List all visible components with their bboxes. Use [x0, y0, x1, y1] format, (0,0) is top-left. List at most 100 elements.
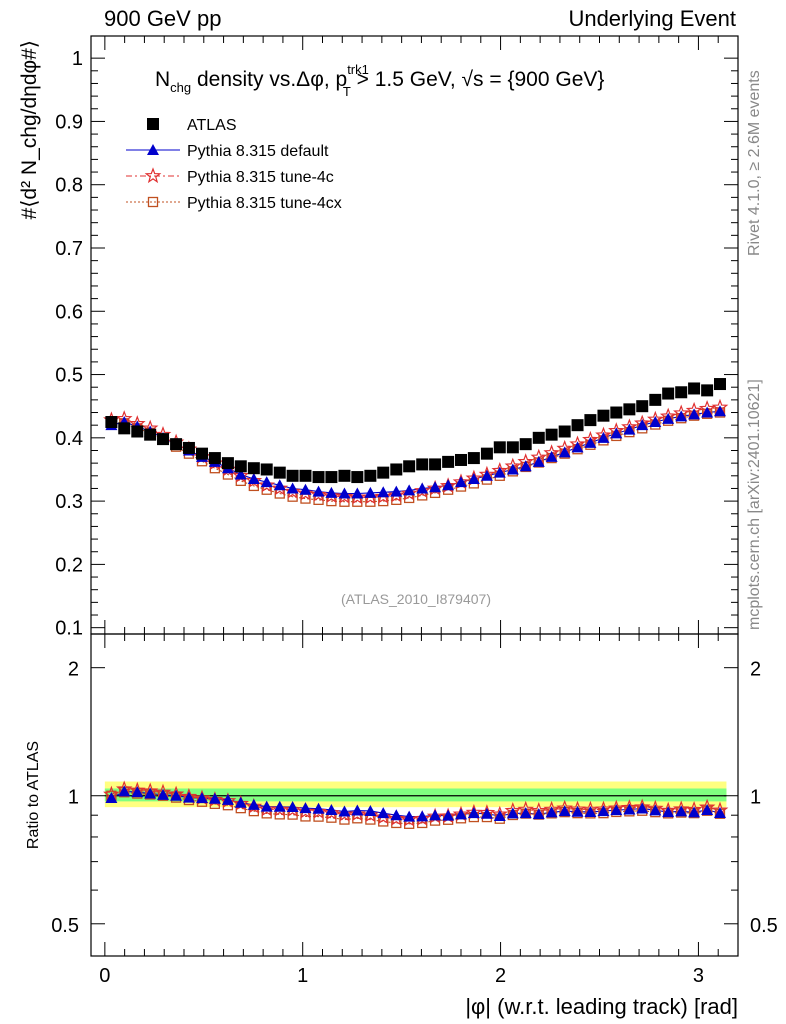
main-point-atlas [467, 452, 480, 465]
ratio-point-pythia-8-315-default [118, 785, 131, 797]
ratio-point-pythia-8-315-default [364, 804, 377, 816]
main-point-pythia-8-315-default [688, 408, 701, 420]
main-point-atlas [234, 460, 247, 473]
main-point-pythia-8-315-tune-4c [387, 486, 405, 503]
ratio-point-pythia-8-315-tune-4c [310, 802, 327, 819]
legend-label-pythia-8-315-default: Pythia 8.315 default [187, 143, 329, 160]
x-tick-label: 0 [99, 965, 110, 987]
ratio-point-pythia-8-315-default [429, 809, 442, 821]
x-tick-label: 1 [297, 965, 308, 987]
legend-label-atlas: ATLAS [187, 117, 237, 134]
ratio-point-pythia-8-315-default [325, 803, 338, 815]
ratio-point-pythia-8-315-default [157, 788, 170, 800]
ratio-y-tick-label-right: 0.5 [750, 915, 778, 937]
ratio-y-tick-label-right: 1 [750, 787, 761, 809]
main-point-pythia-8-315-default [584, 436, 597, 448]
ratio-point-pythia-8-315-default [182, 791, 195, 803]
main-point-pythia-8-315-default [247, 472, 260, 484]
main-point-pythia-8-315-tune-4c [362, 488, 379, 505]
main-point-atlas [377, 466, 390, 479]
main-point-pythia-8-315-default [299, 483, 312, 495]
ratio-point-pythia-8-315-default [234, 796, 247, 808]
main-line-pythia-8-315-tune-4c [111, 406, 721, 498]
main-point-pythia-8-315-default [493, 466, 506, 478]
main-point-pythia-8-315-tune-4c [297, 484, 314, 501]
main-point-atlas [286, 469, 299, 482]
main-point-pythia-8-315-default [532, 455, 545, 467]
ratio-point-pythia-8-315-tune-4c [284, 801, 301, 817]
main-point-atlas [442, 455, 455, 468]
main-point-pythia-8-315-default [467, 472, 480, 484]
main-point-pythia-8-315-tune-4c [271, 479, 289, 496]
ratio-point-pythia-8-315-default [403, 810, 416, 822]
ratio-point-pythia-8-315-default [545, 806, 558, 818]
ratio-point-pythia-8-315-default [260, 800, 273, 812]
main-y-tick-label: 0.3 [55, 491, 83, 513]
main-point-pythia-8-315-default [713, 405, 726, 417]
main-point-atlas [208, 452, 221, 465]
main-point-pythia-8-315-default [260, 476, 273, 488]
ratio-point-pythia-8-315-default [208, 792, 221, 804]
ratio-inner-band [104, 788, 727, 802]
main-point-pythia-8-315-default [234, 468, 247, 480]
main-point-pythia-8-315-default [377, 486, 390, 498]
legend-marker-pythia-8-315-default [147, 144, 159, 155]
main-point-atlas [170, 438, 183, 451]
main-point-pythia-8-315-tune-4c [284, 482, 301, 499]
ratio-y-axis-label: Ratio to ATLAS [25, 741, 42, 849]
main-point-atlas [403, 460, 416, 473]
ratio-point-pythia-8-315-default [584, 805, 597, 817]
main-point-pythia-8-315-default [649, 416, 662, 428]
ratio-plot-frame [90, 633, 739, 957]
main-point-pythia-8-315-default [662, 412, 675, 424]
ratio-y-tick-label: 2 [68, 659, 79, 681]
main-point-atlas [610, 406, 623, 419]
ratio-point-pythia-8-315-default [688, 806, 701, 818]
ratio-point-pythia-8-315-tune-4c [374, 808, 392, 825]
ratio-point-pythia-8-315-tune-4c [413, 809, 431, 826]
main-point-pythia-8-315-default [325, 486, 338, 498]
ratio-point-pythia-8-315-tune-4c [323, 804, 340, 820]
main-point-pythia-8-315-default [442, 479, 455, 491]
main-point-atlas [325, 471, 338, 484]
ratio-point-pythia-8-315-default [442, 809, 455, 821]
main-point-atlas [131, 425, 144, 438]
legend-marker-pythia-8-315-tune-4c [144, 167, 162, 184]
x-tick-label: 2 [495, 965, 506, 987]
x-tick-label: 3 [693, 965, 704, 987]
main-y-axis-label: #⟨d² N_chg/dηdφ#⟩ [18, 40, 41, 219]
ratio-point-pythia-8-315-default [467, 807, 480, 819]
ratio-point-pythia-8-315-default [131, 786, 144, 798]
main-point-atlas [260, 463, 273, 476]
ratio-point-pythia-8-315-default [480, 807, 493, 819]
ratio-point-pythia-8-315-default [170, 789, 183, 801]
ratio-point-pythia-8-315-default [416, 810, 429, 822]
legend-marker-pythia-8-315-tune-4cx [147, 196, 159, 208]
main-point-pythia-8-315-default [597, 431, 610, 443]
ratio-point-pythia-8-315-default [247, 798, 260, 810]
ratio-y-tick-label-right: 2 [750, 659, 761, 681]
main-point-pythia-8-315-tune-4c [258, 476, 276, 493]
main-y-tick-label: 0.8 [55, 175, 83, 197]
main-point-atlas [506, 441, 519, 454]
main-point-atlas [597, 409, 610, 422]
main-point-pythia-8-315-default [506, 463, 519, 475]
main-point-atlas [532, 431, 545, 444]
ratio-point-pythia-8-315-tune-4c [336, 805, 353, 822]
main-point-atlas [312, 471, 325, 484]
main-point-atlas [713, 378, 726, 391]
ratio-point-pythia-8-315-tune-4c [362, 806, 379, 823]
main-point-pythia-8-315-default [403, 484, 416, 496]
main-point-atlas [493, 441, 506, 454]
x-axis-label: |φ| (w.r.t. leading track) [rad] [465, 994, 738, 1019]
main-point-pythia-8-315-default [610, 427, 623, 439]
legend-label-pythia-8-315-tune-4cx: Pythia 8.315 tune-4cx [187, 195, 342, 212]
main-point-pythia-8-315-tune-4c [349, 488, 366, 505]
main-point-pythia-8-315-tune-4c [336, 488, 353, 504]
ratio-point-pythia-8-315-default [558, 805, 571, 817]
ratio-point-pythia-8-315-default [144, 787, 157, 799]
legend-marker-atlas [147, 118, 159, 130]
main-point-atlas [571, 419, 584, 432]
ratio-point-pythia-8-315-default [195, 792, 208, 804]
